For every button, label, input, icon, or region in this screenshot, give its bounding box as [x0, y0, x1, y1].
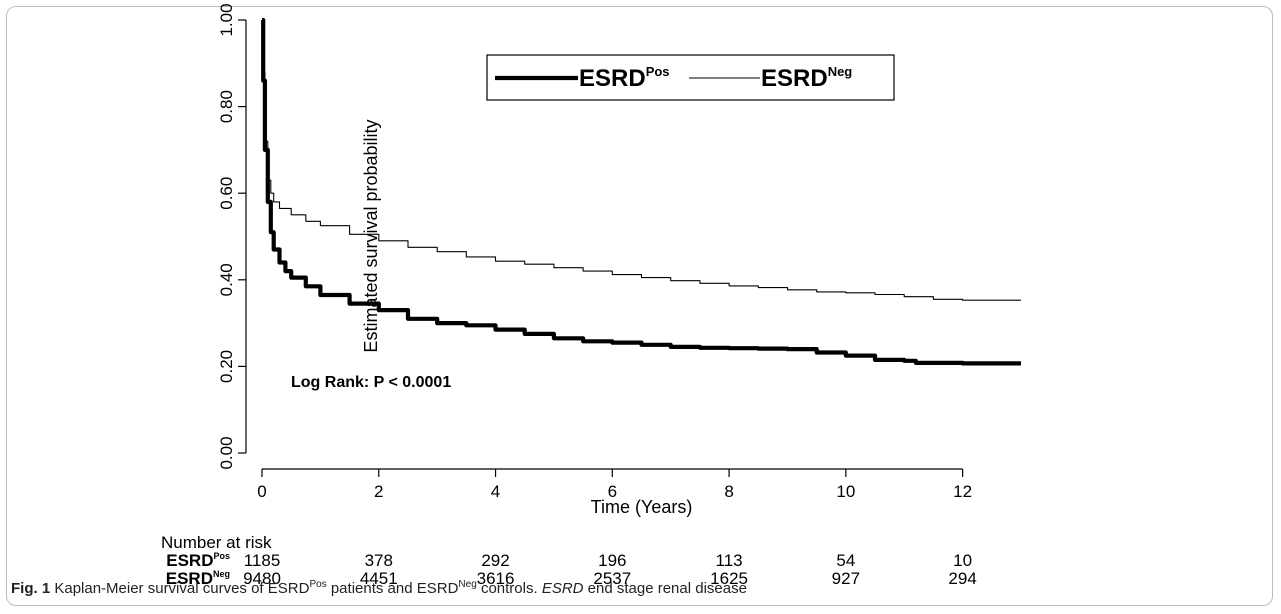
risk-value-0-3: 196	[598, 551, 626, 570]
legend-label-0-sup: Pos	[646, 64, 670, 79]
figure-frame	[6, 6, 1273, 606]
risk-value-0-0: 1185	[244, 551, 281, 570]
y-tick-label-1: 0.20	[217, 350, 236, 383]
legend-label-0-base: ESRD	[579, 65, 646, 92]
risk-value-0-4: 113	[716, 551, 743, 570]
x-tick-label-1: 2	[374, 482, 383, 501]
risk-value-1-1: 4451	[360, 569, 398, 588]
risk-value-1-0: 9480	[243, 569, 281, 588]
x-tick-label-5: 10	[836, 482, 855, 501]
figure-caption: Fig. 1 Kaplan-Meier survival curves of E…	[11, 579, 747, 597]
caption-sup-2: Neg	[458, 579, 477, 590]
risk-row-label-1-sup: Neg	[213, 569, 230, 579]
x-tick-label-0: 0	[257, 482, 266, 501]
risk-row-label-0: ESRDPos	[166, 551, 230, 570]
risk-value-0-6: 10	[953, 551, 972, 570]
risk-value-1-6: 294	[948, 569, 976, 588]
risk-table-title: Number at risk	[161, 533, 272, 552]
caption-text-4: end stage renal disease	[583, 580, 747, 597]
risk-row-label-0-sup: Pos	[213, 551, 230, 561]
caption-text-2: patients and ESRD	[326, 580, 459, 597]
series-line-1	[262, 19, 1021, 301]
risk-value-1-4: 1625	[710, 569, 748, 588]
caption-sup-1: Pos	[309, 579, 327, 590]
caption-text-1: Kaplan-Meier survival curves of ESRD	[54, 580, 310, 597]
x-axis-label: Time (Years)	[591, 497, 693, 517]
legend-label-0: ESRDPos	[579, 64, 670, 92]
risk-row-label-1-base: ESRD	[166, 569, 213, 588]
y-tick-label-4: 0.80	[217, 90, 236, 123]
x-tick-label-6: 12	[953, 482, 972, 501]
legend-label-1-base: ESRD	[761, 65, 828, 92]
risk-row-label-0-base: ESRD	[166, 551, 213, 570]
series-line-0	[261, 17, 1021, 366]
y-tick-label-0: 0.00	[217, 436, 236, 469]
risk-row-label-1: ESRDNeg	[166, 569, 230, 588]
y-tick-label-5: 1.00	[217, 3, 236, 36]
y-tick-label-3: 0.60	[217, 177, 236, 210]
caption-label: Fig. 1	[11, 580, 51, 597]
y-tick-label-2: 0.40	[217, 263, 236, 296]
legend-label-1: ESRDNeg	[761, 64, 852, 92]
risk-value-1-5: 927	[832, 569, 860, 588]
risk-value-0-1: 378	[365, 551, 393, 570]
risk-value-1-2: 3616	[477, 569, 515, 588]
caption-abbr: ESRD	[541, 580, 584, 597]
log-rank-annotation: Log Rank: P < 0.0001	[291, 374, 451, 391]
legend-label-1-sup: Neg	[828, 64, 853, 79]
x-tick-label-2: 4	[491, 482, 500, 501]
y-axis-label: Estimated survival probability	[361, 119, 381, 352]
caption-text-3: controls.	[476, 580, 542, 597]
risk-value-1-3: 2537	[593, 569, 631, 588]
risk-value-0-5: 54	[836, 551, 855, 570]
x-tick-label-3: 6	[608, 482, 617, 501]
x-tick-label-4: 8	[724, 482, 733, 501]
risk-value-0-2: 292	[481, 551, 509, 570]
